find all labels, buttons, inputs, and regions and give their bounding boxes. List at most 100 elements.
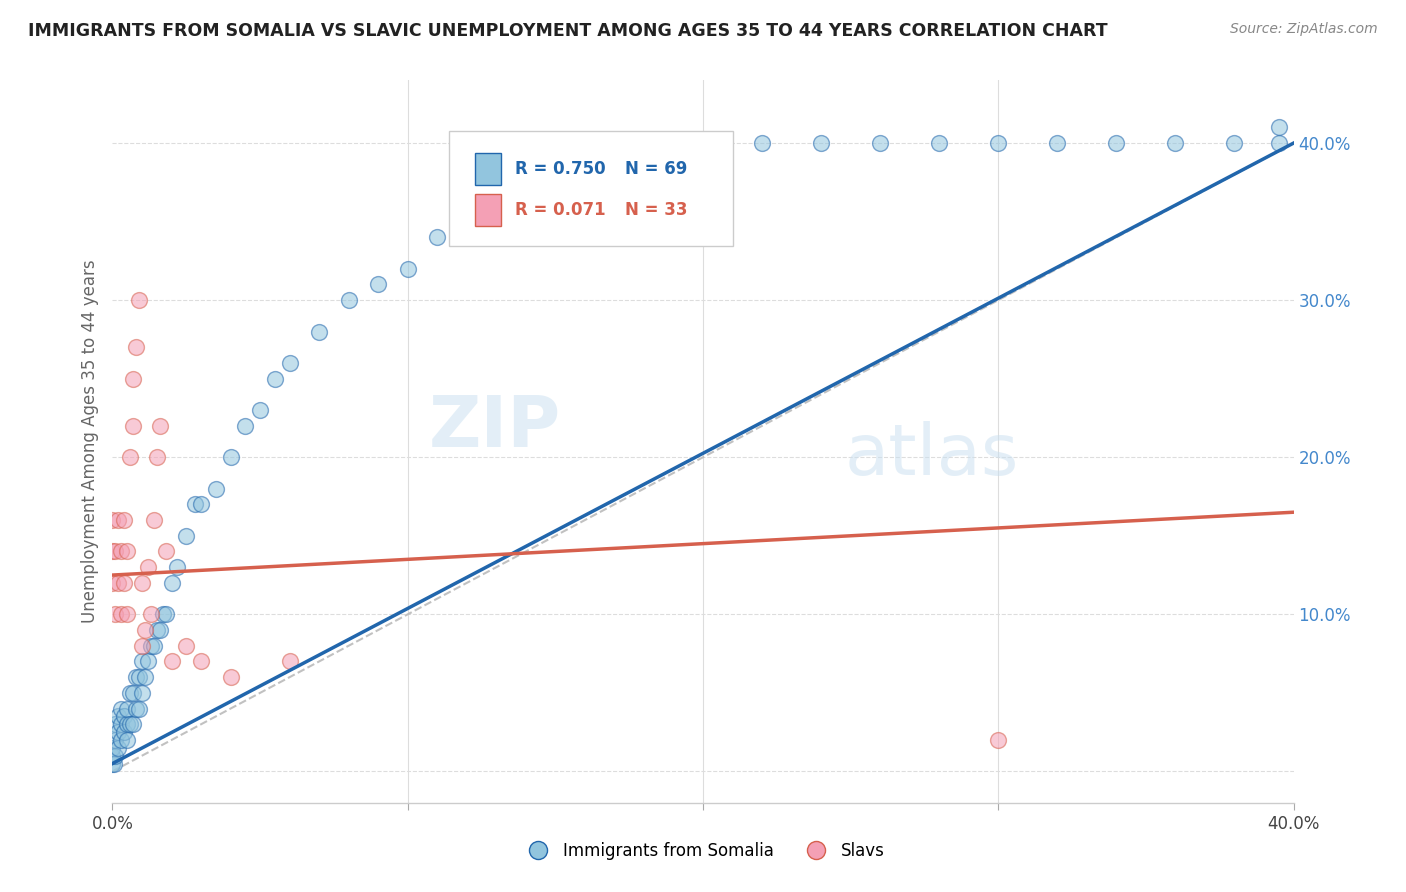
Point [174,529,197,543]
Point [117,733,138,747]
Point [396,261,419,276]
Point [308,325,330,339]
Point [107,575,129,590]
Point [987,136,1010,150]
Point [107,709,129,723]
Point [264,372,287,386]
Text: atlas: atlas [845,422,1019,491]
Point [104,748,127,763]
Point [219,450,242,465]
Point [142,513,165,527]
Point [278,356,301,370]
Point [104,733,127,747]
Point [367,277,389,292]
Point [101,756,124,771]
Point [184,497,207,511]
Point [101,575,124,590]
Text: Source: ZipAtlas.com: Source: ZipAtlas.com [1230,22,1378,37]
Point [1046,136,1069,150]
Point [125,670,148,684]
Point [117,701,138,715]
Point [249,403,271,417]
Point [107,740,129,755]
Point [120,717,142,731]
Point [101,740,124,755]
Point [928,136,950,150]
Point [160,575,183,590]
Point [134,670,156,684]
Point [810,136,832,150]
Point [205,482,228,496]
Point [456,214,478,228]
Point [120,450,142,465]
Point [122,717,145,731]
Point [149,623,172,637]
Point [152,607,174,622]
Text: R = 0.750: R = 0.750 [515,160,606,178]
Point [101,513,124,527]
Point [131,575,153,590]
Point [122,418,145,433]
Point [139,639,162,653]
Point [117,717,138,731]
Point [107,725,129,739]
Point [101,544,124,558]
Point [107,513,129,527]
Point [117,607,138,622]
Point [112,513,135,527]
Text: ZIP: ZIP [429,392,561,461]
Point [104,607,127,622]
Point [112,575,135,590]
Point [134,623,156,637]
Point [1268,136,1291,150]
Point [103,756,125,771]
Point [166,560,188,574]
Point [190,497,212,511]
Point [1268,120,1291,135]
Point [101,748,124,763]
Point [987,733,1010,747]
Point [233,418,256,433]
Point [110,701,132,715]
Point [128,293,150,308]
Point [174,639,197,653]
Point [139,607,162,622]
Point [131,655,153,669]
Point [278,655,301,669]
Y-axis label: Unemployment Among Ages 35 to 44 years: Unemployment Among Ages 35 to 44 years [80,260,98,624]
Point [146,623,169,637]
Text: R = 0.071: R = 0.071 [515,201,606,219]
Point [131,639,153,653]
Point [125,701,148,715]
Point [122,686,145,700]
Point [1223,136,1246,150]
Point [146,450,169,465]
Point [869,136,891,150]
Point [160,655,183,669]
Point [128,701,150,715]
Text: N = 33: N = 33 [626,201,688,219]
Point [142,639,165,653]
Point [692,136,714,150]
Legend: Immigrants from Somalia, Slavs: Immigrants from Somalia, Slavs [515,836,891,867]
Point [136,655,159,669]
Point [136,560,159,574]
Point [751,136,773,150]
Point [149,418,172,433]
Point [125,340,148,354]
Point [337,293,360,308]
Point [155,607,177,622]
Point [104,544,127,558]
Point [515,183,537,197]
Point [131,686,153,700]
FancyBboxPatch shape [475,153,501,185]
Point [122,372,145,386]
Point [219,670,242,684]
Point [112,709,135,723]
FancyBboxPatch shape [449,131,733,246]
Point [120,686,142,700]
FancyBboxPatch shape [475,194,501,227]
Point [574,168,596,182]
Point [112,725,135,739]
Point [128,670,150,684]
